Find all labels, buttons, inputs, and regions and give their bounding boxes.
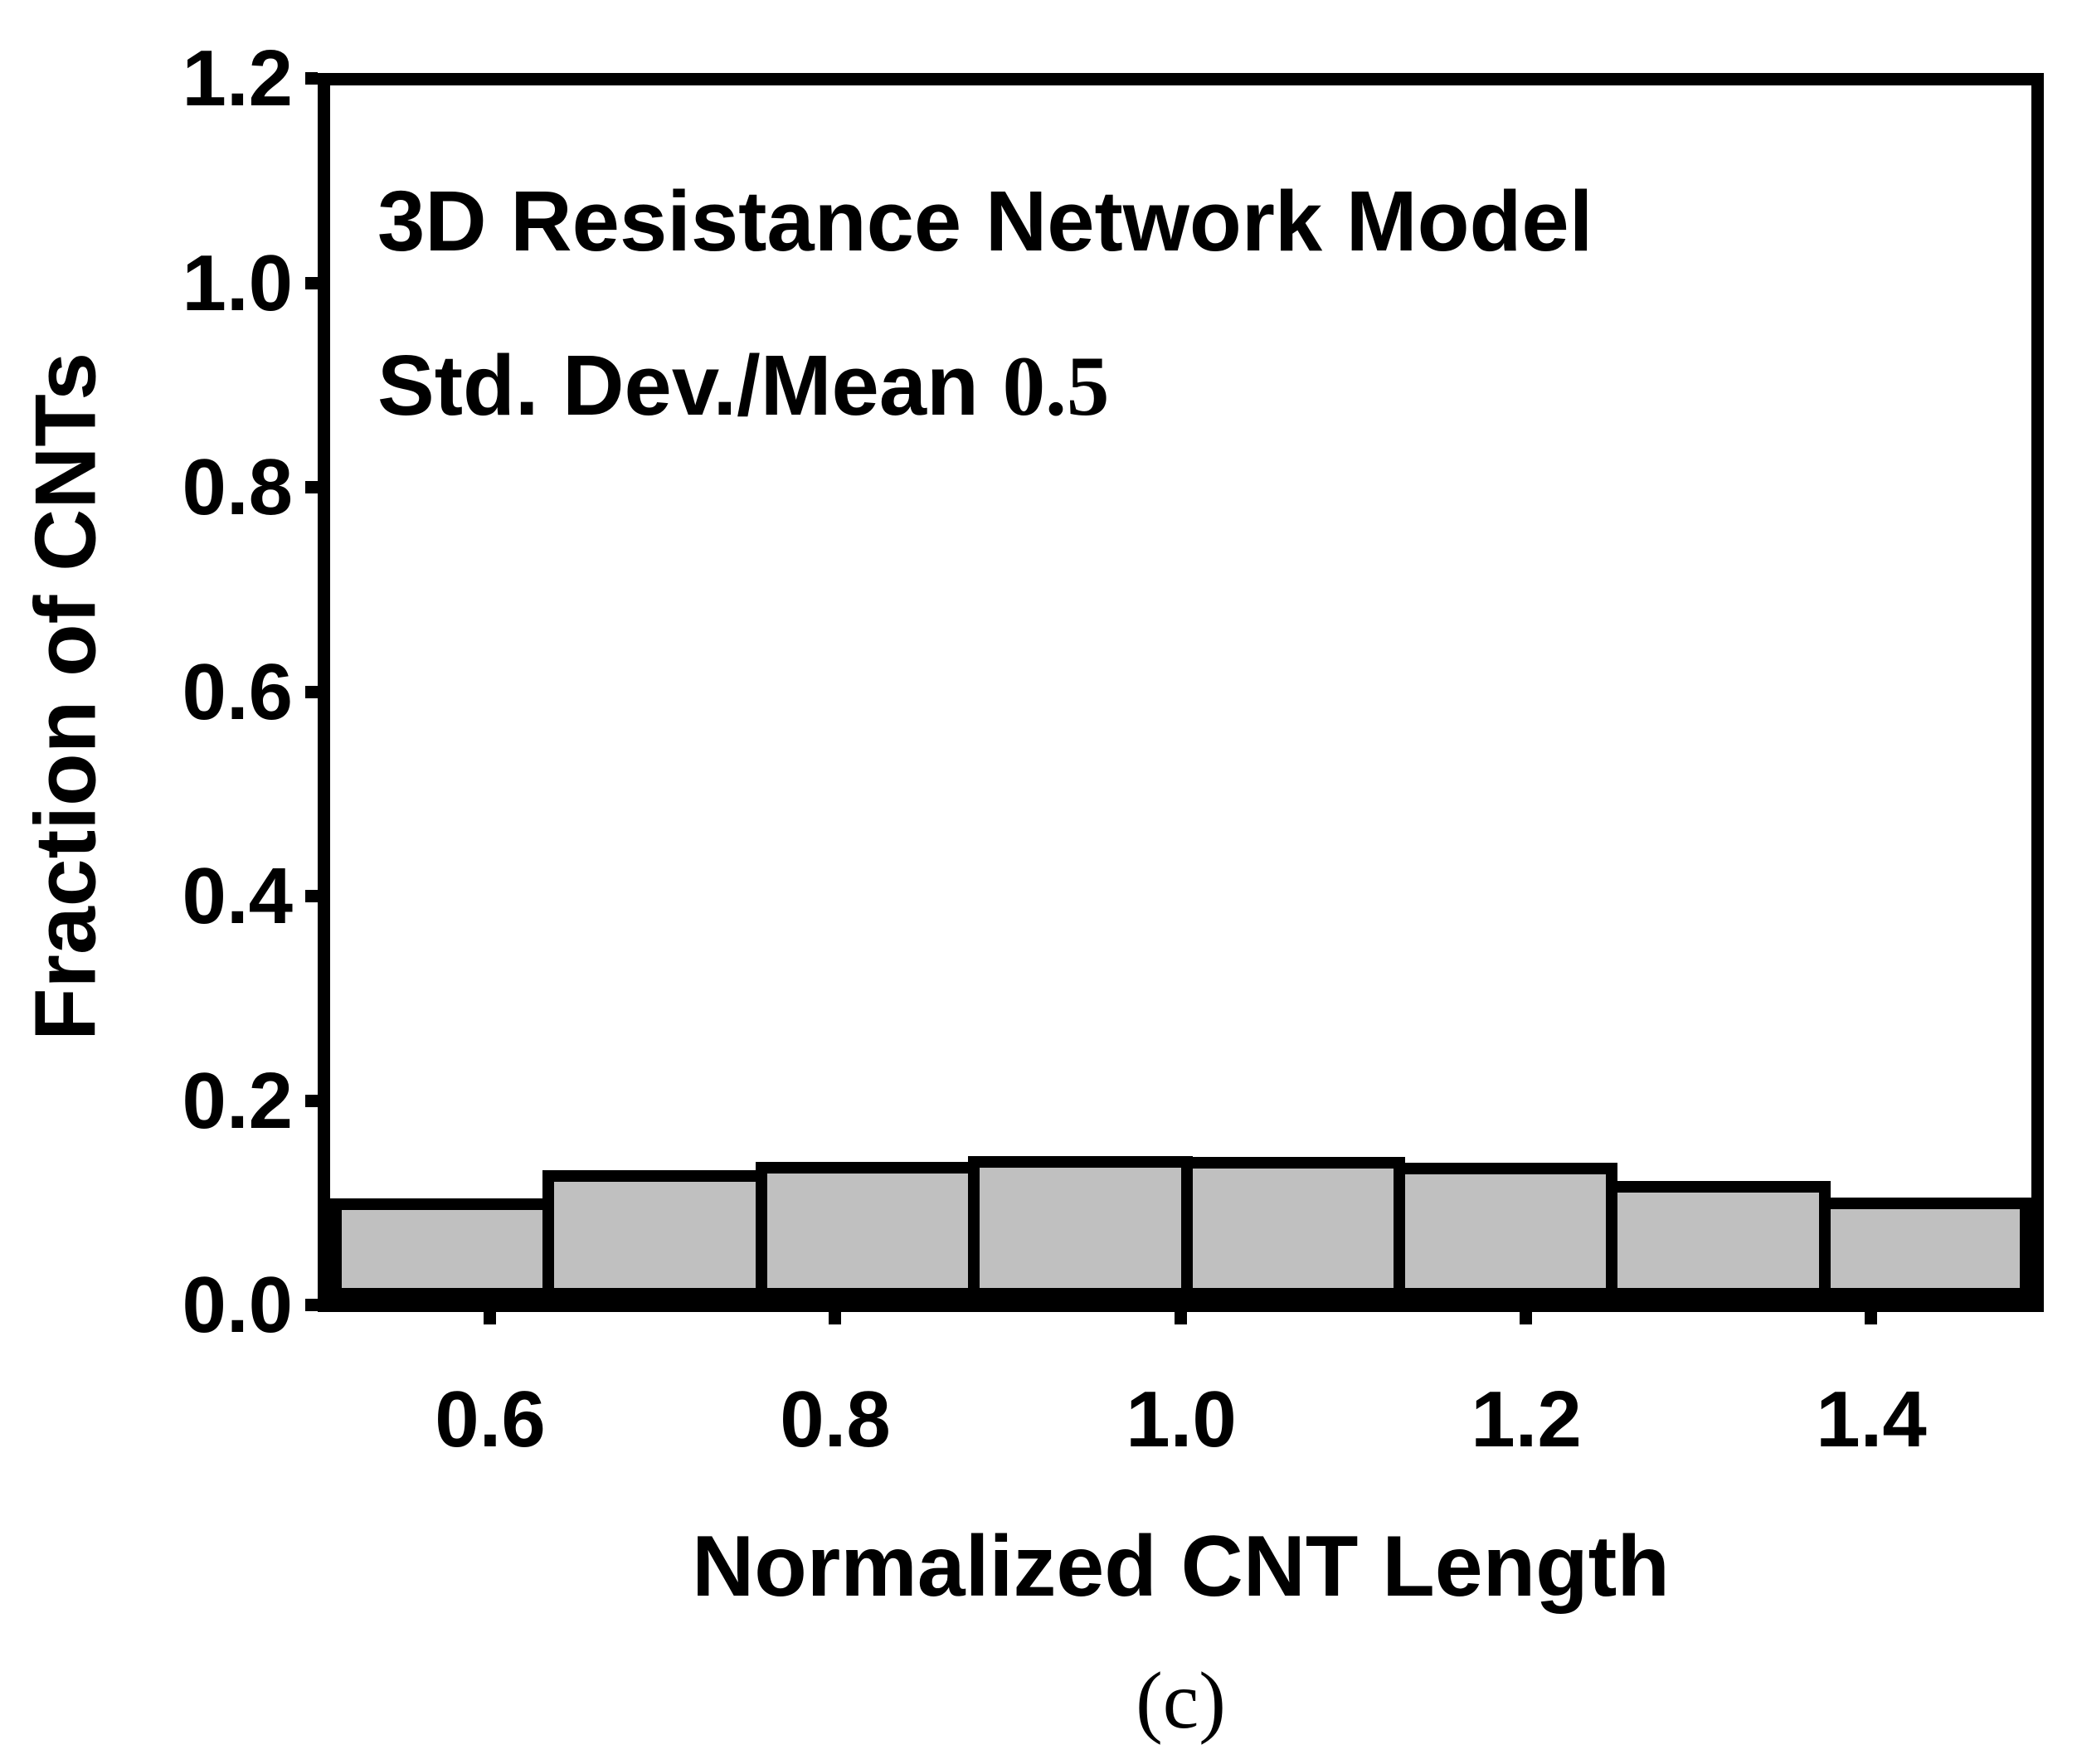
- x-tick-label: 0.8: [780, 1375, 891, 1464]
- y-tick-mark: [305, 686, 318, 698]
- y-tick-label: 0.8: [182, 443, 293, 532]
- x-tick-mark: [1520, 1312, 1532, 1324]
- y-tick-mark: [305, 1095, 318, 1107]
- plot-annotation: 3D Resistance Network Model Std. Dev./Me…: [377, 139, 1593, 469]
- figure-caption: (c): [1136, 1656, 1226, 1746]
- histogram-bar: [330, 1198, 554, 1300]
- histogram-bar: [1394, 1163, 1617, 1300]
- y-tick-mark: [305, 890, 318, 902]
- histogram-bar: [1606, 1181, 1831, 1300]
- y-tick-label: 0.6: [182, 648, 293, 736]
- x-tick-mark: [1175, 1312, 1187, 1324]
- y-tick-label: 0.2: [182, 1057, 293, 1145]
- x-tick-mark: [829, 1312, 841, 1324]
- x-axis-title: Normalized CNT Length: [692, 1519, 1670, 1615]
- annotation-line-2-label: Std. Dev./Mean: [377, 338, 979, 433]
- y-tick-mark: [305, 72, 318, 85]
- y-tick-mark: [305, 481, 318, 493]
- y-tick-label: 1.2: [182, 34, 293, 123]
- annotation-line-2: Std. Dev./Mean 0.5: [377, 304, 1593, 469]
- histogram-bar: [1819, 1198, 2031, 1300]
- y-tick-label: 0.0: [182, 1261, 293, 1349]
- plot-area: 3D Resistance Network Model Std. Dev./Me…: [318, 73, 2044, 1312]
- annotation-line-2-value: 0.5: [1002, 339, 1110, 434]
- histogram-bar: [1181, 1157, 1405, 1300]
- plot-content: 3D Resistance Network Model Std. Dev./Me…: [330, 85, 2031, 1300]
- histogram-bar: [542, 1170, 767, 1300]
- x-tick-label: 1.2: [1471, 1375, 1582, 1464]
- y-tick-label: 1.0: [182, 239, 293, 328]
- histogram-bar: [968, 1156, 1193, 1300]
- annotation-line-1: 3D Resistance Network Model: [377, 173, 1593, 269]
- histogram-bar: [756, 1162, 980, 1300]
- y-tick-mark: [305, 1299, 318, 1311]
- x-tick-label: 0.6: [435, 1375, 546, 1464]
- y-tick-label: 0.4: [182, 852, 293, 940]
- y-tick-mark: [305, 277, 318, 289]
- x-tick-mark: [1865, 1312, 1877, 1324]
- x-tick-label: 1.0: [1126, 1375, 1237, 1464]
- x-tick-mark: [484, 1312, 496, 1324]
- x-tick-label: 1.4: [1816, 1375, 1927, 1464]
